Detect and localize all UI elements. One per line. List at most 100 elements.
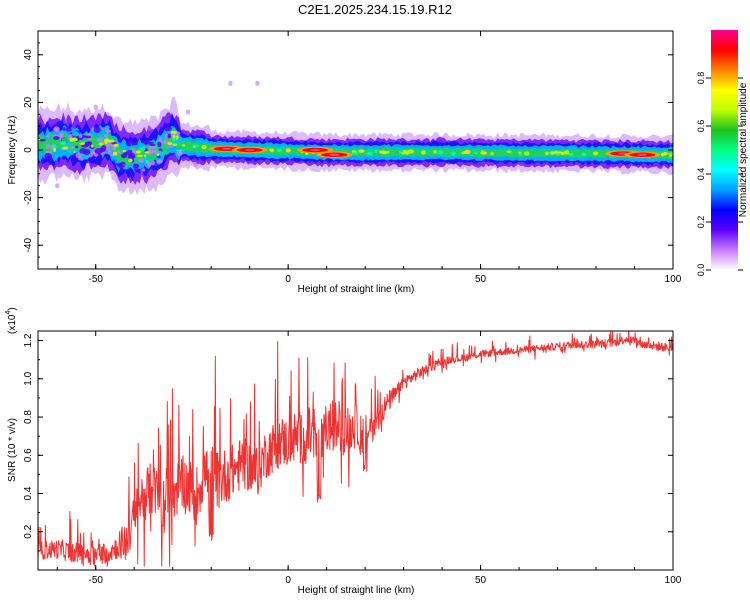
colorbar-tick-label: 0.0 (696, 264, 706, 277)
heatmap-fleck (398, 150, 402, 154)
heatmap-blob (163, 126, 172, 132)
heatmap-blob (141, 168, 146, 172)
colorbar-tick-label: 0.8 (696, 72, 706, 85)
heatmap-y-tick-label: -20 (23, 190, 34, 205)
colorbar-ticks: 0.0 0.2 0.4 0.6 0.8 (696, 72, 743, 277)
snr-series-line (38, 331, 673, 567)
heatmap-fleck (285, 148, 291, 153)
heatmap-blob (45, 151, 53, 154)
heatmap-fleck (172, 143, 178, 147)
heatmap-fleck (139, 147, 146, 151)
heatmap-blob (156, 159, 163, 164)
heatmap-fleck (464, 149, 471, 155)
heatmap-blob (105, 129, 112, 134)
snr-x-tick-label: 100 (665, 575, 682, 586)
heatmap-y-tick-label: 20 (23, 96, 34, 108)
heatmap-fleck (523, 151, 530, 156)
snr-y-tick-label: 0.6 (23, 448, 34, 462)
snr-x-tick-label: -50 (89, 575, 104, 586)
heatmap-scatter-point (185, 109, 191, 115)
heatmap-fleck (182, 144, 186, 147)
heatmap-blob (38, 138, 46, 142)
heatmap-scatter-point (62, 118, 68, 125)
heatmap-fleck (358, 149, 365, 154)
heatmap-blob (44, 152, 52, 160)
snr-x-tick-label: 50 (475, 575, 487, 586)
heatmap-fleck (79, 142, 86, 146)
snr-y-axis-label: SNR (10 * v/v) (7, 418, 18, 482)
heatmap-fleck (550, 151, 555, 155)
heatmap-scatter-point (228, 80, 233, 86)
heatmap-fleck (170, 130, 178, 134)
heatmap-fleck (69, 137, 74, 142)
heatmap-fleck (568, 152, 574, 157)
heatmap-y-tick-label: 0 (23, 147, 34, 153)
heatmap-fleck (433, 150, 437, 154)
heatmap-scatter-point (255, 80, 260, 86)
snr-y-tick-label: 1.0 (23, 371, 34, 385)
heatmap-fleck (437, 150, 444, 155)
heatmap-fleck (518, 151, 521, 154)
heatmap-fleck (145, 159, 149, 164)
heatmap-blob (83, 155, 88, 160)
colorbar-tick-label: 0.4 (696, 168, 706, 181)
heatmap-fleck (352, 152, 359, 155)
heatmap-fleck (407, 149, 414, 154)
heatmap-hotspot-core (310, 148, 321, 152)
heatmap-y-tick-label: 40 (23, 49, 34, 61)
heatmap-fleck (378, 150, 385, 154)
heatmap-hotspot-core (244, 148, 255, 152)
heatmap-fleck (669, 154, 673, 158)
heatmap-fleck (143, 154, 147, 158)
heatmap-fleck (176, 149, 183, 152)
heatmap-fleck (660, 152, 665, 157)
heatmap-blob (132, 163, 140, 169)
heatmap-fleck (374, 149, 378, 154)
heatmap-fleck (145, 151, 150, 154)
heatmap-fleck (61, 147, 69, 150)
heatmap-scatter-point (55, 183, 60, 189)
heatmap-fleck (135, 150, 142, 154)
colorbar (711, 30, 738, 270)
heatmap-fleck (156, 153, 160, 157)
heatmap-scatter-point (93, 104, 98, 110)
heatmap-blob (112, 146, 117, 151)
heatmap-blob (48, 132, 54, 138)
heatmap-fleck (122, 149, 127, 153)
heatmap-fleck (91, 144, 94, 148)
heatmap-blob (150, 149, 158, 154)
heatmap-blob (177, 151, 183, 157)
heatmap-blob (83, 148, 91, 156)
heatmap-fleck (53, 147, 56, 152)
heatmap-fleck (175, 135, 179, 140)
colorbar-label: Normalized spectral amplitude (738, 82, 749, 217)
heatmap-blob (86, 138, 93, 141)
heatmap-blob (83, 135, 92, 139)
heatmap-fleck (136, 154, 144, 158)
heatmap-blob (166, 145, 174, 149)
heatmap-x-tick-label: 0 (285, 274, 291, 285)
heatmap-blob (59, 132, 64, 138)
heatmap-blob (75, 145, 79, 149)
heatmap-blob (163, 150, 170, 155)
heatmap-fleck (557, 151, 564, 154)
heatmap-blob (128, 152, 136, 159)
heatmap-blob (46, 144, 50, 149)
heatmap-fleck (480, 151, 488, 155)
heatmap-blob (117, 150, 121, 154)
snr-axes: -50 0 50 100 0.2 0.4 0.6 0.8 1.0 1.2 (23, 331, 682, 586)
heatmap-fleck (128, 158, 133, 163)
snr-y-multiplier: (x104) (5, 307, 18, 334)
snr-x-axis-label: Height of straight line (km) (298, 585, 415, 596)
heatmap-fleck (451, 151, 456, 156)
heatmap-blob (131, 141, 139, 146)
heatmap-hotspot-core (221, 147, 232, 151)
heatmap-fleck (544, 151, 549, 156)
heatmap-fleck (60, 140, 67, 146)
heatmap-fleck (506, 150, 512, 154)
heatmap-fleck (167, 142, 173, 146)
heatmap-fleck (592, 151, 599, 156)
heatmap-fleck (72, 150, 77, 154)
